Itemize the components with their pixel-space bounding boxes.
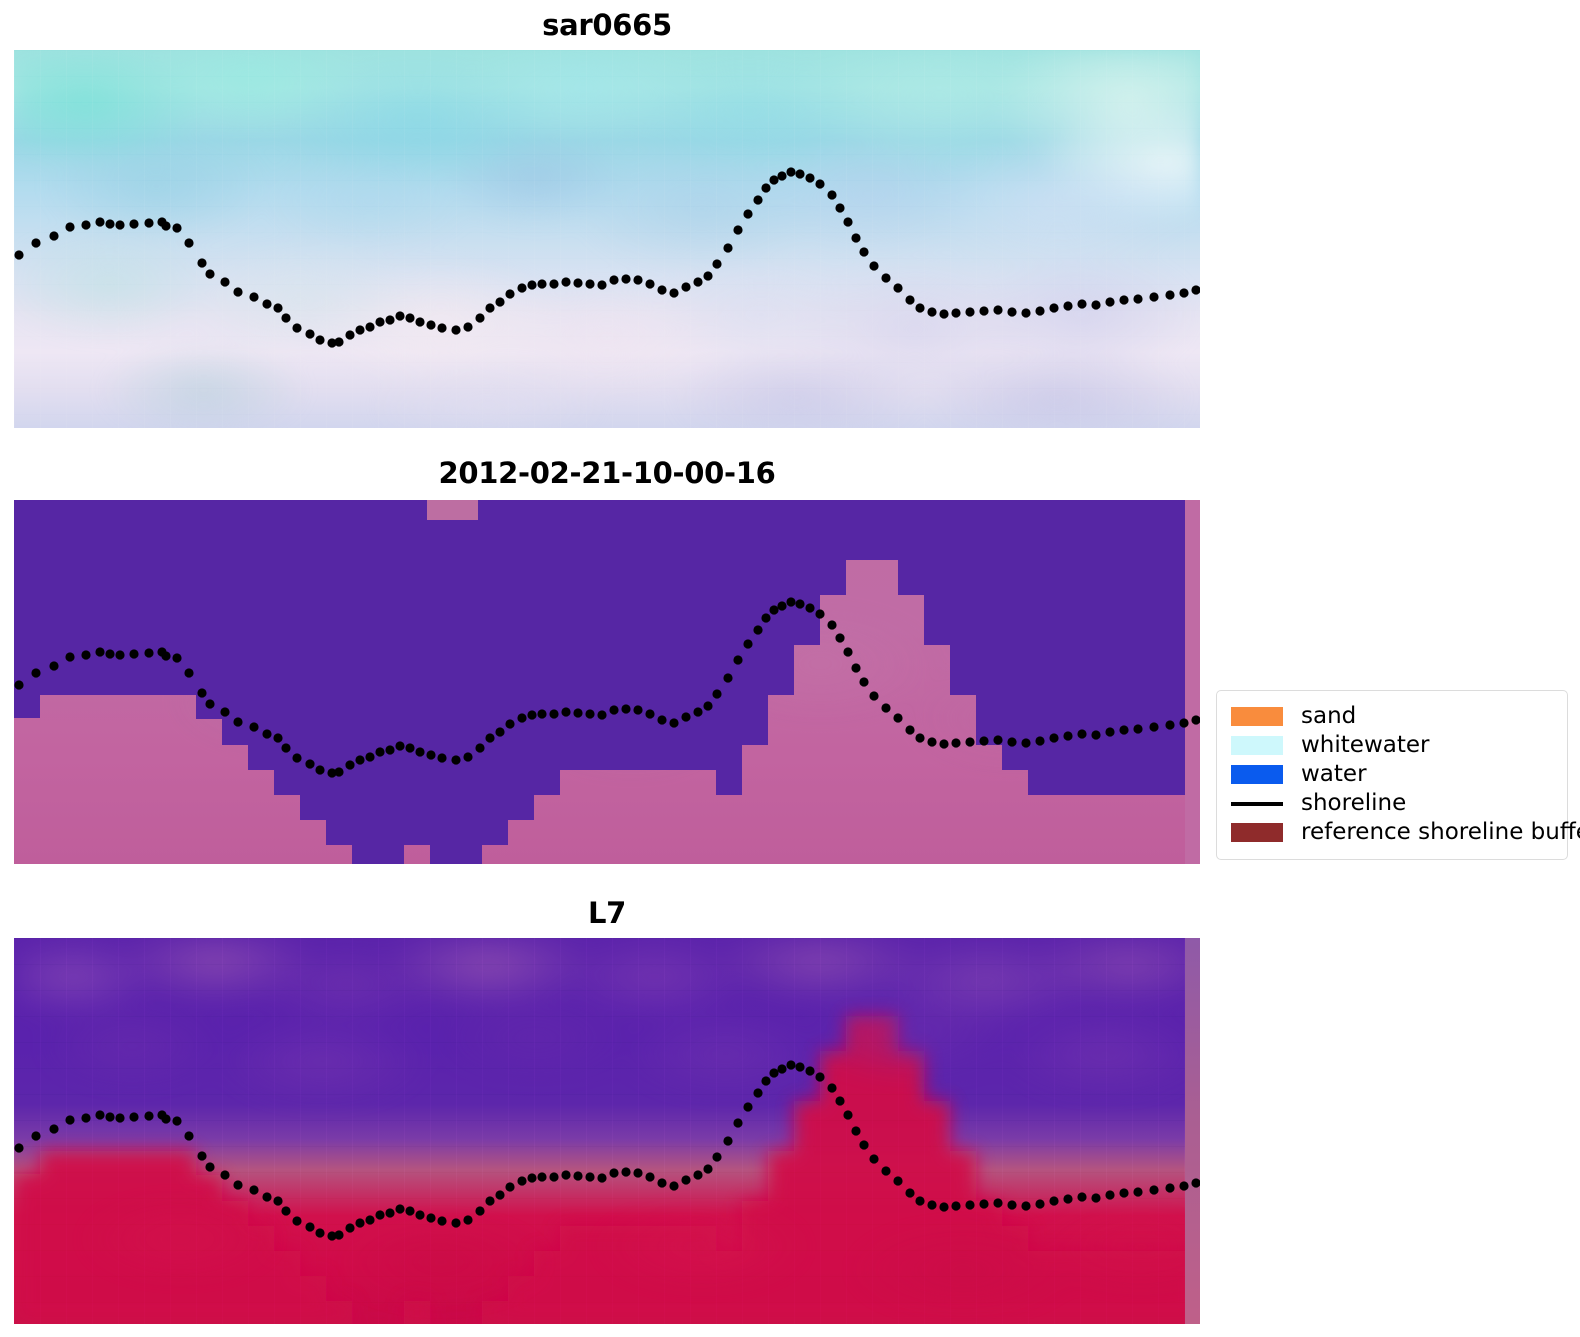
legend-item-whitewater: whitewater xyxy=(1231,731,1553,760)
panel-title-classification: 2012-02-21-10-00-16 xyxy=(438,456,776,490)
l7-texture-layer xyxy=(14,938,1200,1324)
panel-l7-image xyxy=(14,938,1200,1324)
shoreline-line xyxy=(1231,801,1283,806)
sand-swatch xyxy=(1231,707,1283,726)
legend-label-shoreline: shoreline xyxy=(1301,790,1407,816)
legend-item-reference-buffer: reference shoreline buffer xyxy=(1231,818,1580,847)
sar-texture-layer xyxy=(14,50,1200,428)
legend-label-water: water xyxy=(1301,761,1367,787)
l7-pixel-grid xyxy=(14,938,1200,1324)
sar-pixel-grid xyxy=(14,50,1200,428)
panel-sar-image xyxy=(14,50,1200,428)
legend-label-sand: sand xyxy=(1301,703,1357,729)
reference-buffer-swatch xyxy=(1231,823,1283,842)
whitewater-swatch xyxy=(1231,736,1283,755)
l7-right-edge-strip xyxy=(1185,938,1200,1324)
water-swatch xyxy=(1231,765,1283,784)
legend-item-shoreline: shoreline xyxy=(1231,789,1553,818)
panel-title-sar: sar0665 xyxy=(542,8,672,42)
classification-isolated-land-patch xyxy=(427,500,478,520)
legend: sand whitewater water shoreline referenc… xyxy=(1216,690,1580,860)
legend-label-whitewater: whitewater xyxy=(1301,732,1430,758)
legend-item-sand: sand xyxy=(1231,702,1553,731)
classification-water-mask xyxy=(14,500,1200,864)
legend-item-water: water xyxy=(1231,760,1553,789)
panel-classification-image xyxy=(14,500,1200,864)
classification-right-edge-strip xyxy=(1185,500,1200,864)
legend-label-reference-buffer: reference shoreline buffer xyxy=(1301,819,1580,845)
panel-title-l7: L7 xyxy=(587,896,627,930)
